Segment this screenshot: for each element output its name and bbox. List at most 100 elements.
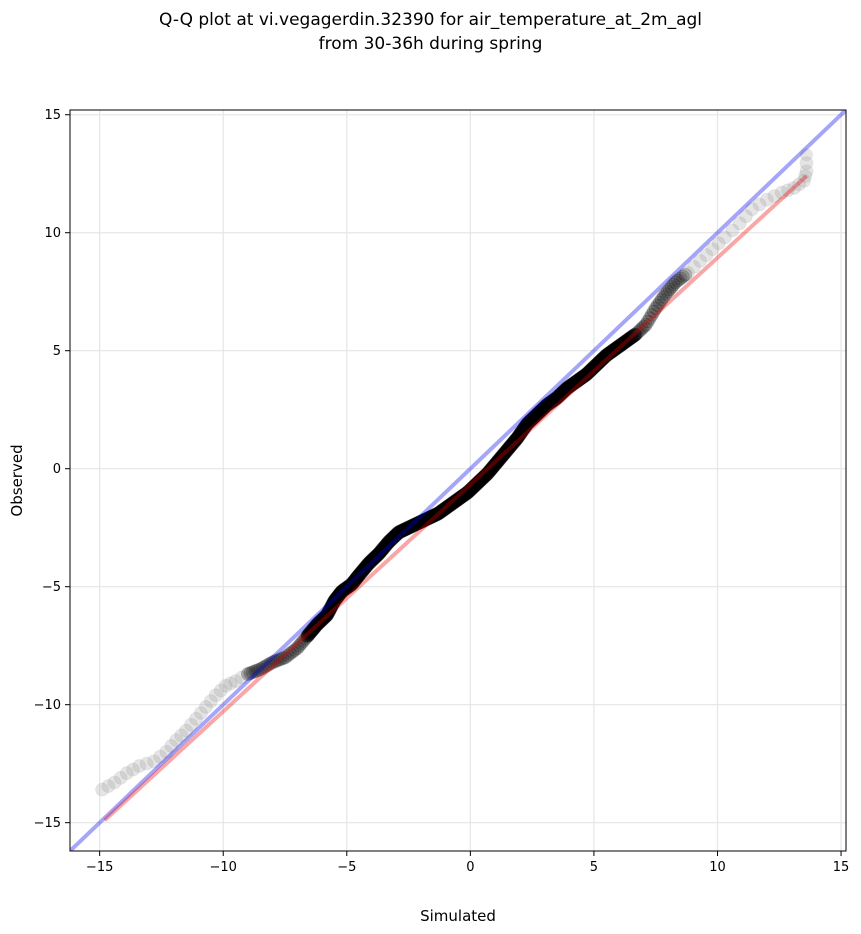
identity-line [70,110,846,851]
qq-point [443,497,458,512]
qq-point [478,468,493,483]
qq-point [593,353,608,368]
qq-point [426,508,441,523]
qq-point [533,404,548,419]
qq-point [184,717,199,732]
qq-point [504,437,519,452]
qq-point [546,393,561,408]
qq-point [436,502,451,517]
qq-point [507,433,522,448]
qq-point [477,469,492,484]
qq-point [311,615,326,630]
x-tick-label: 15 [833,860,850,875]
qq-point [430,506,445,521]
qq-point [551,389,566,404]
qq-point [491,453,506,468]
qq-point [374,543,389,558]
qq-point [471,475,486,490]
qq-point [603,345,618,360]
qq-point [385,531,400,546]
qq-point [287,642,302,657]
qq-point [484,461,499,476]
qq-point [384,532,399,547]
qq-point [717,230,732,245]
qq-point [373,545,388,560]
qq-point [467,478,482,493]
qq-point [617,335,632,350]
qq-point [584,362,599,377]
qq-point [485,460,500,475]
y-tick-label: 0 [53,462,61,477]
qq-point [447,495,462,510]
qq-point [484,461,499,476]
qq-point [612,339,627,354]
qq-point [476,469,491,484]
qq-point [318,609,333,624]
qq-point [493,451,508,466]
qq-point [553,387,568,402]
qq-point [526,410,541,425]
qq-point [483,463,498,478]
qq-point [532,405,547,420]
qq-point [493,450,508,465]
qq-point [609,340,624,355]
qq-point [591,356,606,371]
qq-point [383,533,398,548]
qq-point [664,279,679,294]
qq-point [552,388,567,403]
qq-point [479,467,494,482]
qq-point [612,338,627,353]
qq-point [132,759,147,774]
qq-point [367,550,382,565]
qq-point [634,321,649,336]
qq-point [422,510,437,525]
qq-point [799,164,814,179]
qq-point [515,423,530,438]
qq-point [587,359,602,374]
qq-point [580,366,595,381]
qq-point [465,480,480,495]
qq-point [666,277,681,292]
qq-point [463,482,478,497]
qq-point [455,488,470,503]
chart-title: Q-Q plot at vi.vegagerdin.32390 for air_… [158,10,703,30]
qq-point [339,580,354,595]
qq-point [431,506,446,521]
qq-point [333,586,348,601]
chart-title-block: Q-Q plot at vi.vegagerdin.32390 for air_… [0,8,861,56]
qq-point [596,351,611,366]
qq-point [359,559,374,574]
qq-point [328,592,343,607]
x-tick-label: 0 [466,860,474,875]
qq-point [490,454,505,469]
qq-point [565,377,580,392]
qq-point [615,336,630,351]
qq-point [282,646,297,661]
qq-point [332,587,347,602]
qq-point [564,378,579,393]
qq-point [452,491,467,506]
qq-point [481,464,496,479]
qq-point [341,579,356,594]
qq-point [472,474,487,489]
qq-point [273,652,288,667]
qq-point [562,379,577,394]
qq-point [356,562,371,577]
qq-point [577,368,592,383]
qq-point [601,346,616,361]
qq-point [346,574,361,589]
qq-point [396,523,411,538]
x-tick-label: −10 [210,860,237,875]
qq-point [147,754,162,769]
qq-point [353,566,368,581]
qq-point [300,628,315,643]
qq-point [557,383,572,398]
qq-point [625,329,640,344]
qq-point [95,782,110,797]
qq-point [330,589,345,604]
qq-point [577,369,592,384]
qq-point [451,491,466,506]
qq-point [308,619,323,634]
y-tick-label: 5 [53,344,61,359]
x-tick-label: −15 [86,860,113,875]
